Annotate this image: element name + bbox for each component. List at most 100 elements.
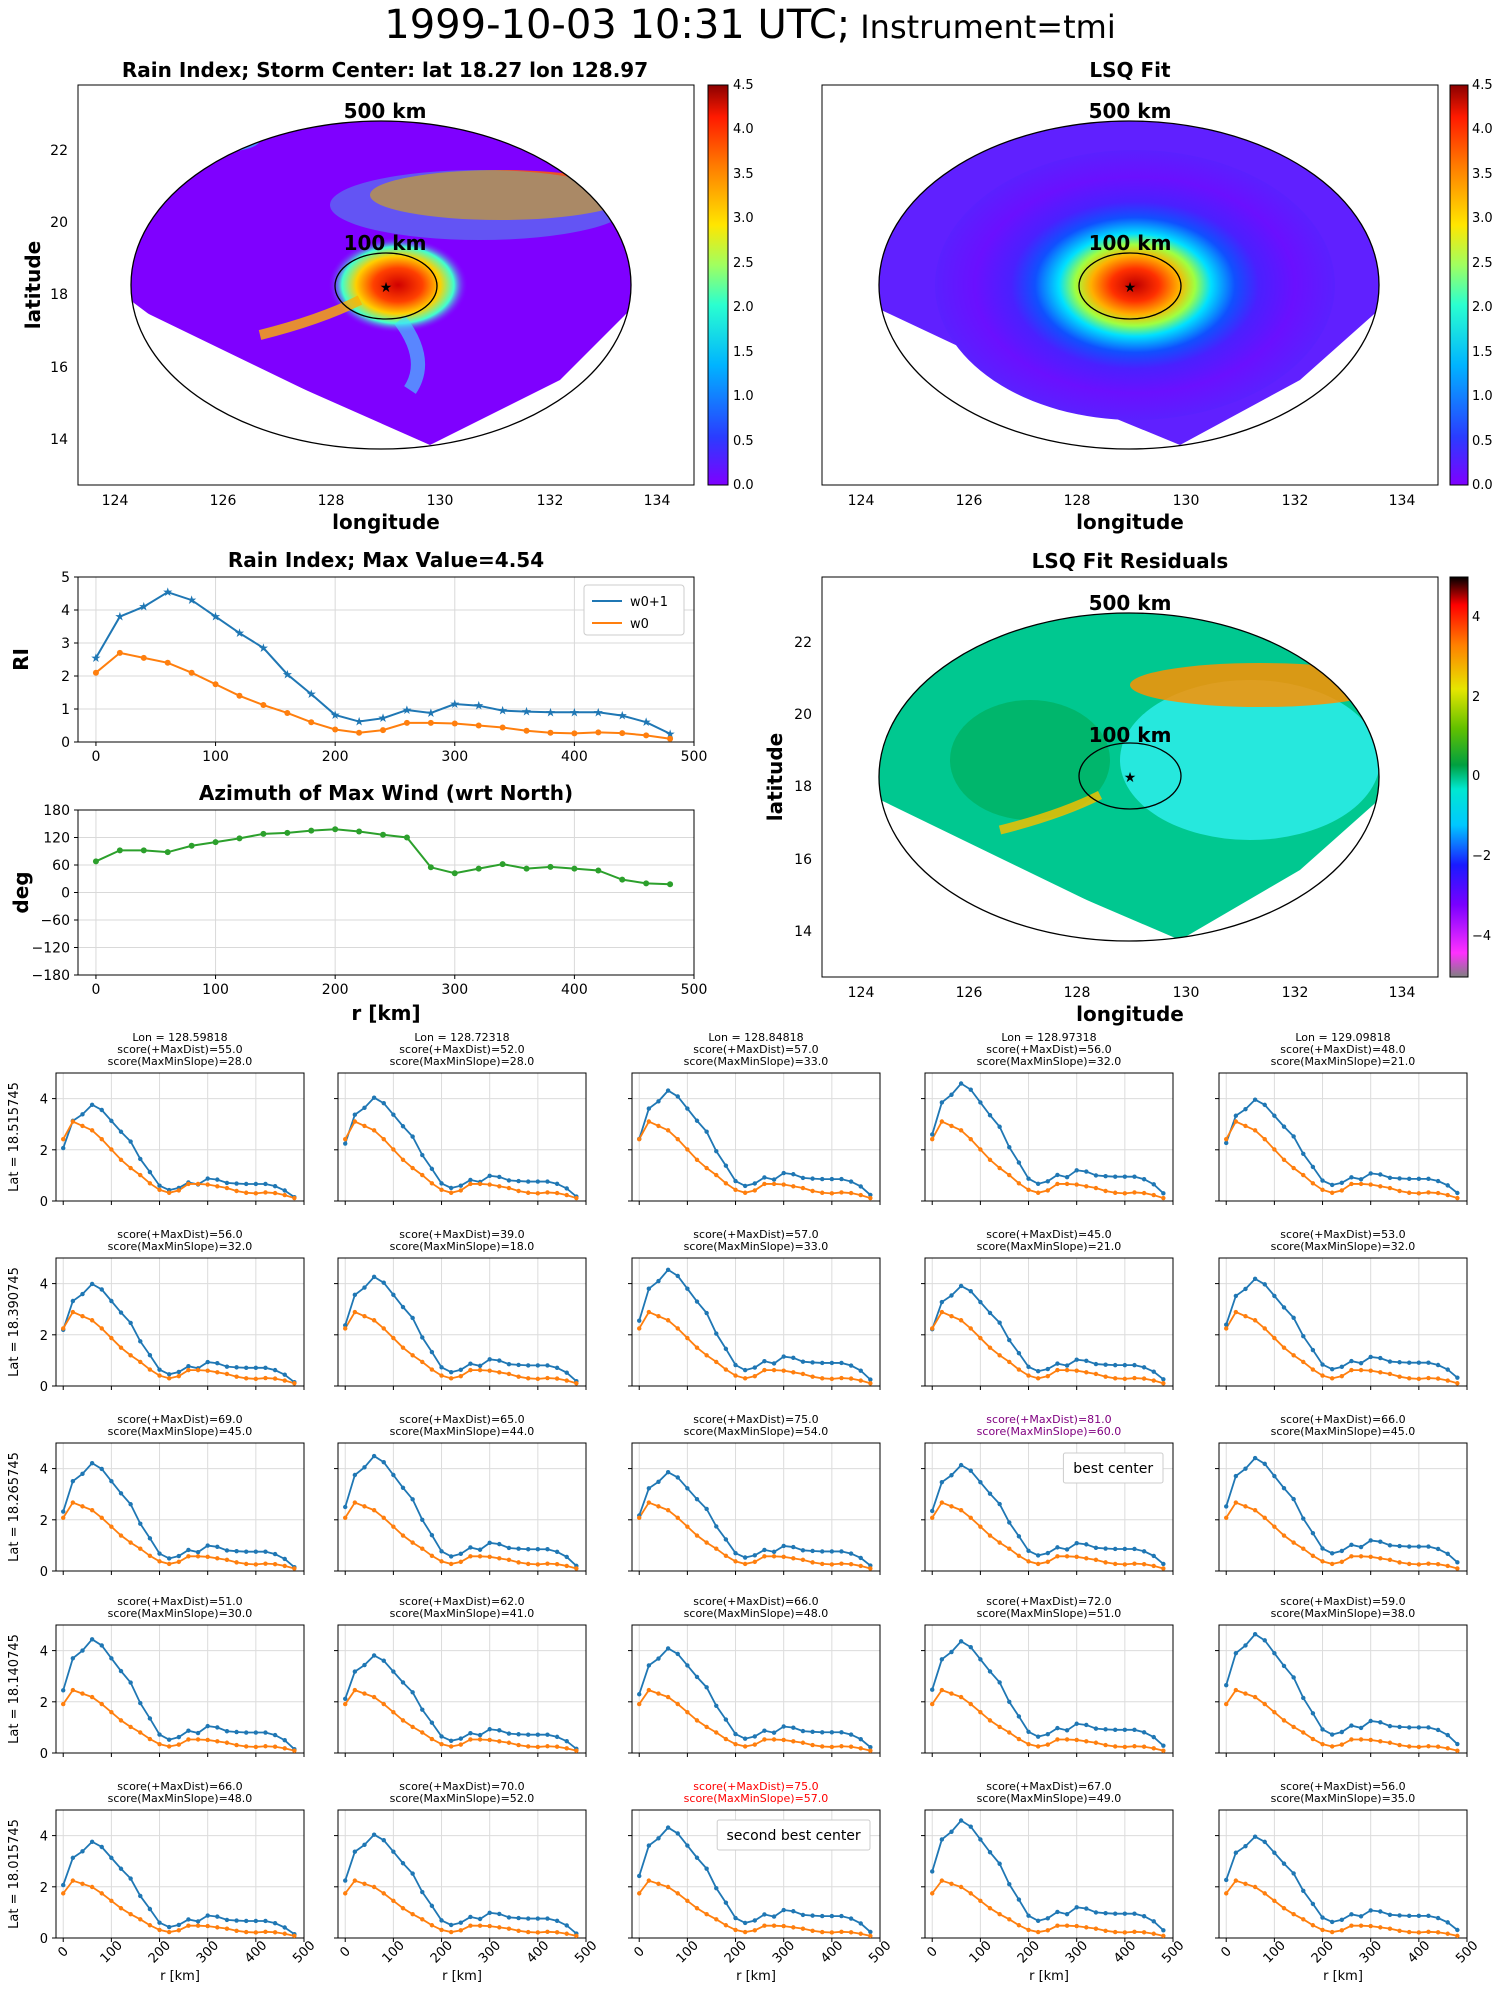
resid-cbar-tick: 4 [1472,610,1480,625]
series-point [595,729,602,736]
series-point [1252,1884,1258,1890]
series-point [215,1739,220,1744]
rain-center-marker: ★ [380,280,393,296]
series-point [829,1930,835,1935]
series-point [429,1720,435,1725]
series-point [1455,1190,1460,1196]
series-point [439,1927,444,1933]
series-point [109,1118,114,1124]
series-point [1445,1931,1450,1936]
series-point [978,1147,983,1152]
series-point [410,1134,415,1139]
series-point [646,1843,652,1848]
rain-cbar-tick: 2.5 [733,256,754,271]
series-point [439,1741,444,1747]
series-point [1103,1173,1108,1179]
series-point [675,1831,680,1836]
resid-cbar-tick: 0 [1472,769,1480,784]
series-point [762,1912,767,1917]
rain-band-south [394,315,425,394]
series-point [516,1188,521,1194]
series-point [1378,1556,1383,1561]
series-point [545,1732,550,1737]
series-point [646,1878,652,1883]
series-point [420,1707,425,1712]
series-point [752,1918,757,1923]
series-point [1320,1727,1325,1732]
series-point [1233,1878,1239,1883]
series-point [1445,1732,1450,1738]
series-point [1151,1931,1156,1936]
series-point [1378,1739,1383,1744]
series-point: ★ [665,727,676,741]
series-point [1291,1675,1296,1680]
series-point [205,1182,210,1187]
series-point: ★ [91,651,102,665]
series-point [526,1561,531,1567]
rain-band-sw [258,295,363,340]
series-point [371,1318,377,1323]
series-point [848,1376,854,1381]
resid-map: LSQ Fit Residuals 500 km 100 km ★ 124 12… [763,549,1491,1026]
series-point [429,1736,435,1742]
series-point [176,1553,181,1559]
series-point [468,1367,473,1373]
series-point [829,1744,835,1750]
y-axis-label: deg [9,871,33,913]
series-point [930,1869,935,1874]
series-point [380,831,387,838]
series-point [868,1192,873,1198]
center-panel: score(MaxMinSlope)=41.0score(+MaxDist)=6… [334,1595,587,1757]
series-point [1329,1366,1335,1372]
series-point [1016,1534,1022,1539]
series-point [554,1190,560,1196]
series-point [497,1184,502,1189]
series-point [391,1472,396,1478]
series-point [1243,1123,1248,1129]
series-point [147,1716,153,1721]
series-point [1224,1515,1229,1520]
series-point [1007,1699,1012,1705]
series-line [638,1501,871,1570]
x-tick-label: 300 [476,1938,504,1966]
series-point [157,1920,162,1925]
series-point [1387,1371,1393,1377]
series-point [742,1555,748,1560]
panel-score-slope: score(MaxMinSlope)=32.0 [977,1055,1122,1068]
series-point [704,1540,709,1545]
series-point [665,1318,671,1323]
series-point [1252,1318,1258,1323]
series-point [752,1742,757,1747]
series-point [858,1736,863,1742]
series-line [344,1833,577,1935]
series-point [820,1176,825,1182]
series-point [292,1933,297,1939]
y-tick-label: 0 [61,886,70,902]
series-point [1310,1530,1316,1536]
series-point [282,1192,287,1198]
series-point [1435,1727,1441,1733]
rain-ring-500km-label: 500 km [344,99,427,123]
series-point [1016,1923,1022,1928]
series-point [1233,1113,1239,1118]
series-point [371,1274,377,1280]
series-point [574,1566,579,1571]
series-point [263,1190,268,1195]
series-point [1103,1727,1108,1732]
series-point [1416,1191,1422,1196]
series-point [1243,1504,1248,1509]
center-panel: score(MaxMinSlope)=32.0score(+MaxDist)=5… [921,1031,1174,1205]
series-point [958,1283,964,1289]
series-point [667,735,674,742]
series-point [1368,1737,1373,1743]
series-point: ★ [449,697,460,711]
series-point [564,1746,569,1751]
series-point [497,1911,502,1917]
series-point [1243,1691,1248,1696]
series-point [564,1192,569,1198]
resid-cbar-tick: −4 [1472,929,1491,944]
series-point [1035,1190,1041,1195]
series-point [215,1370,220,1375]
panel-score-dist: score(+MaxDist)=72.0 [986,1595,1111,1608]
series-point [1243,1881,1248,1887]
